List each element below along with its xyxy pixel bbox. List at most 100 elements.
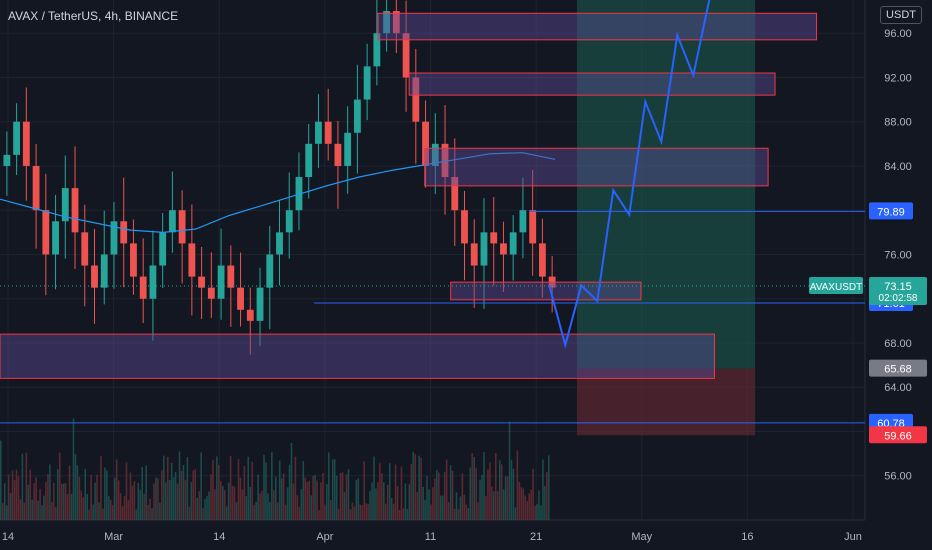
candle-body	[198, 276, 206, 288]
volume-bar	[432, 487, 434, 520]
volume-bar	[396, 486, 399, 520]
volume-bar	[139, 489, 142, 520]
volume-bar	[25, 452, 28, 520]
volume-bar	[410, 464, 413, 520]
volume-bar	[296, 495, 299, 520]
volume-bar	[434, 478, 436, 520]
volume-bar	[318, 509, 320, 520]
volume-bar	[359, 504, 362, 520]
volume-bar	[239, 477, 242, 520]
volume-bar	[373, 456, 375, 520]
volume-bar	[471, 453, 473, 520]
volume-bar	[390, 497, 393, 520]
volume-bar	[508, 421, 511, 520]
supply-demand-zone	[377, 12, 818, 41]
volume-bar	[312, 475, 314, 520]
candle-body	[130, 243, 137, 277]
volume-bar	[394, 464, 397, 520]
volume-bar	[337, 508, 340, 520]
y-tick-label: 88.00	[884, 117, 912, 129]
volume-bar	[284, 504, 287, 520]
volume-bar	[259, 493, 261, 520]
volume-bar	[145, 465, 147, 520]
volume-bar	[335, 475, 338, 520]
volume-bar	[498, 460, 501, 520]
volume-bar	[133, 481, 136, 520]
volume-bar	[214, 489, 216, 520]
candle-body	[256, 287, 264, 321]
y-tick-label: 64.00	[884, 382, 912, 394]
volume-bar	[386, 484, 389, 520]
volume-bar	[473, 457, 475, 520]
volume-bar	[194, 469, 197, 520]
volume-bar	[298, 506, 301, 520]
volume-bar	[76, 465, 79, 520]
volume-bar	[237, 458, 240, 520]
volume-bar	[418, 455, 420, 520]
volume-bar	[355, 480, 358, 520]
countdown-label: 02:02:58	[879, 293, 918, 304]
volume-bar	[178, 451, 181, 520]
volume-bar	[29, 469, 32, 520]
volume-bar	[243, 466, 246, 520]
volume-bar	[151, 508, 153, 520]
candle-body	[32, 165, 40, 211]
supply-demand-zone	[408, 72, 776, 96]
volume-bar	[412, 452, 415, 520]
volume-bar	[216, 456, 218, 520]
volume-bar	[153, 483, 155, 520]
volume-bar	[51, 501, 53, 520]
volume-bar	[104, 467, 106, 520]
x-tick-label: 14	[2, 531, 14, 543]
volume-bar	[37, 500, 39, 520]
price-axis-background	[865, 0, 932, 550]
volume-bar	[398, 509, 401, 520]
candle-body	[178, 210, 186, 244]
candle-body	[431, 143, 439, 166]
volume-bar	[526, 501, 528, 520]
volume-bar	[538, 490, 540, 520]
candle-body	[110, 221, 118, 255]
volume-bar	[241, 489, 244, 520]
volume-bar	[271, 452, 273, 520]
volume-bar	[21, 453, 24, 520]
volume-bar	[273, 489, 275, 520]
volume-bar	[424, 499, 426, 520]
volume-bar	[127, 500, 130, 520]
candle-body	[295, 177, 303, 211]
volume-bar	[117, 480, 120, 520]
volume-bar	[180, 470, 183, 520]
position-stop-zone	[576, 368, 756, 436]
volume-bar	[302, 461, 305, 520]
volume-bar	[333, 459, 336, 520]
volume-bar	[66, 494, 69, 520]
y-tick-label: 96.00	[884, 28, 912, 40]
volume-bar	[166, 456, 169, 520]
volume-bar	[457, 509, 460, 520]
volume-bar	[443, 471, 446, 520]
volume-bar	[188, 506, 191, 520]
candle-body	[402, 33, 410, 78]
y-tick-label: 92.00	[884, 72, 912, 84]
volume-bar	[9, 492, 12, 520]
volume-bar	[534, 505, 536, 520]
volume-bar	[353, 506, 356, 520]
volume-bar	[524, 495, 527, 520]
volume-bar	[345, 474, 348, 520]
candle-body	[120, 221, 128, 244]
candle-body	[315, 121, 322, 144]
candle-body	[81, 232, 89, 266]
axis-price-label: 65.68	[884, 364, 912, 376]
candle-body	[276, 232, 283, 255]
volume-bar	[176, 483, 179, 520]
volume-bar	[163, 455, 165, 520]
candle-body	[100, 254, 108, 288]
volume-bar	[108, 496, 110, 520]
volume-bar	[528, 493, 530, 520]
volume-bar	[102, 508, 104, 520]
volume-bar	[3, 483, 6, 520]
x-tick-label: May	[631, 531, 652, 543]
volume-bar	[530, 489, 532, 520]
currency-button[interactable]: USDT	[880, 6, 922, 24]
